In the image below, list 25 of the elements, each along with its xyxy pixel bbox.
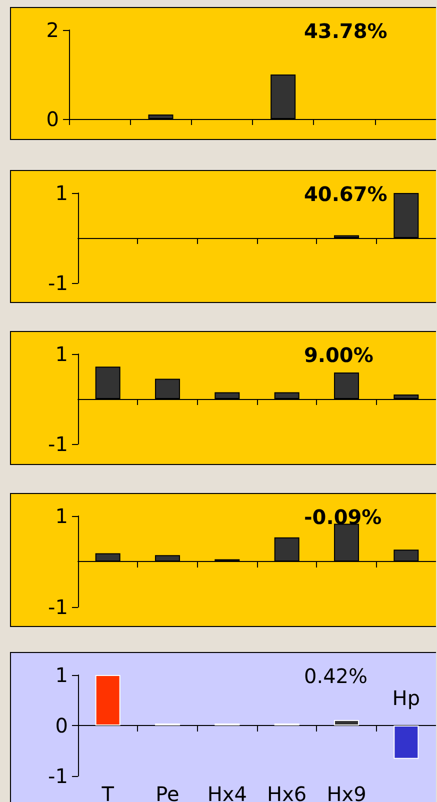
x-tick-label: Hx9 (326, 782, 366, 802)
y-tick-label: 0 (46, 107, 59, 131)
chart-title: 0.42% (304, 664, 368, 688)
x-tick-label: Hx4 (207, 782, 247, 802)
y-tick-label: -1 (48, 764, 68, 788)
y-tick-label: 1 (55, 342, 68, 366)
chart-title: 40.67% (304, 182, 388, 206)
y-tick-label: 1 (55, 181, 68, 205)
chart-title: -0.09% (304, 505, 382, 529)
x-tick-label: Hp (392, 686, 420, 710)
bar (334, 720, 359, 726)
y-tick-label: 1 (55, 504, 68, 528)
y-tick-label: -1 (48, 595, 68, 619)
chart-title: 9.00% (304, 343, 374, 367)
y-tick-label: -1 (48, 271, 68, 295)
y-tick-label: 1 (55, 663, 68, 687)
y-tick-label: -1 (48, 432, 68, 456)
x-tick-label: Hx6 (267, 782, 307, 802)
x-tick-label: Pe (156, 782, 180, 802)
bar (95, 675, 120, 726)
chart-title: 43.78% (304, 19, 388, 43)
y-tick-label: 2 (46, 18, 59, 42)
y-tick-label: 0 (55, 714, 68, 738)
bar (394, 726, 419, 759)
x-tick-label: T (100, 782, 115, 802)
